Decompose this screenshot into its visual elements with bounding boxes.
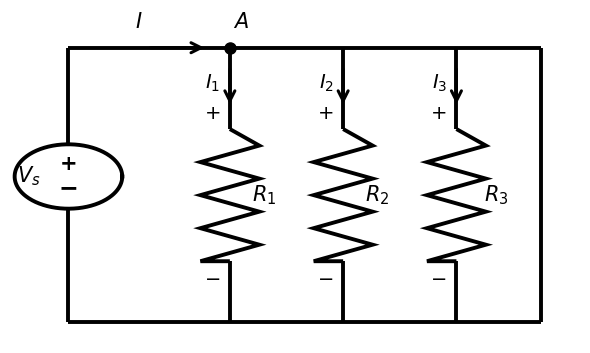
Text: −: −	[205, 270, 221, 289]
Text: −: −	[318, 270, 335, 289]
Text: $R_2$: $R_2$	[365, 183, 389, 207]
Text: $I_1$: $I_1$	[205, 73, 221, 94]
Text: $I_2$: $I_2$	[319, 73, 334, 94]
Text: $R_1$: $R_1$	[252, 183, 276, 207]
Text: +: +	[318, 104, 335, 123]
Text: $R_3$: $R_3$	[484, 183, 509, 207]
Text: $I$: $I$	[136, 12, 143, 32]
Text: −: −	[58, 176, 78, 200]
Text: +: +	[205, 104, 221, 123]
Text: $V_s$: $V_s$	[17, 165, 41, 188]
Text: +: +	[431, 104, 448, 123]
Text: +: +	[60, 154, 77, 174]
Text: $I_3$: $I_3$	[432, 73, 447, 94]
Text: $A$: $A$	[233, 12, 249, 32]
Text: −: −	[431, 270, 448, 289]
